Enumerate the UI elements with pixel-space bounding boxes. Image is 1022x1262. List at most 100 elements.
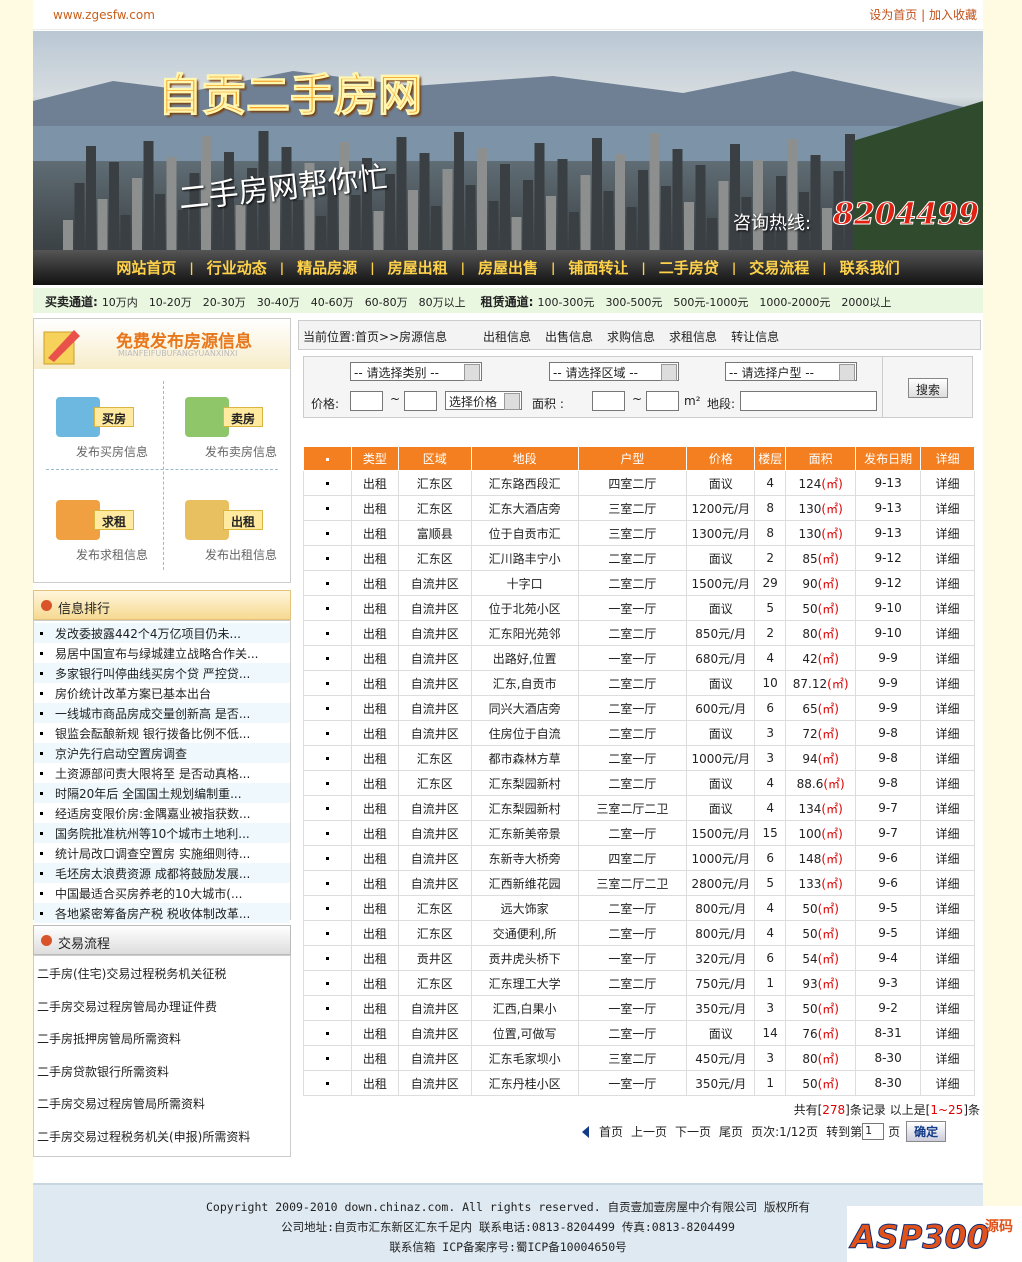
location-link[interactable]: 出售信息 [545, 330, 594, 344]
area-max[interactable] [646, 391, 679, 411]
ranking-item[interactable]: 京沪先行启动空置房调查 [34, 743, 290, 763]
nav-link[interactable]: 网站首页 [116, 259, 177, 277]
nav-link[interactable]: 二手房贷 [658, 259, 719, 277]
detail-link[interactable]: 详细 [920, 670, 975, 696]
location-link[interactable]: 出租信息 [483, 330, 532, 344]
listing-row[interactable]: 出租 汇东区 汇东路西段汇 四室二厅 面议 4 124(㎡) 9-13 详细 [303, 470, 975, 496]
publish-item[interactable]: 卖房 发布卖房信息 [163, 369, 292, 472]
detail-link[interactable]: 详细 [920, 1070, 975, 1096]
ranking-item[interactable]: 中国最适合买房养老的10大城市(... [34, 883, 290, 903]
ranking-item[interactable]: 毛坯房太浪费资源 成都将鼓励发展... [34, 863, 290, 883]
nav-link[interactable]: 联系我们 [839, 259, 900, 277]
detail-link[interactable]: 详细 [920, 820, 975, 846]
location-link[interactable]: 求租信息 [669, 330, 718, 344]
publish-item[interactable]: 出租 发布出租信息 [163, 472, 292, 575]
listing-row[interactable]: 出租 自流井区 十字口 二室二厅 1500元/月 29 90(㎡) 9-12 详细 [303, 570, 975, 596]
section-input[interactable] [740, 391, 877, 411]
ranking-item[interactable]: 易居中国宣布与绿城建立战略合作关... [34, 643, 290, 663]
ranking-item[interactable]: 经适房变限价房:金隅嘉业被指获数... [34, 803, 290, 823]
process-item[interactable]: 二手房交易过程税务机关(申报)所需资料 [37, 1129, 251, 1144]
listing-row[interactable]: 出租 自流井区 汇东梨园新村 三室二厅二卫 面议 4 134(㎡) 9-7 详细 [303, 795, 975, 821]
ranking-item[interactable]: 时隔20年后 全国国土规划编制重... [34, 783, 290, 803]
listing-row[interactable]: 出租 自流井区 位于北苑小区 一室一厅 面议 5 50(㎡) 9-10 详细 [303, 595, 975, 621]
detail-link[interactable]: 详细 [920, 945, 975, 971]
publish-link[interactable]: 发布卖房信息 [205, 445, 278, 459]
listing-row[interactable]: 出租 自流井区 东新寺大桥旁 四室二厅 1000元/月 6 148(㎡) 9-6 详细 [303, 845, 975, 871]
search-button[interactable]: 搜索 [908, 378, 948, 398]
listing-row[interactable]: 出租 汇东区 汇东理工大学 二室二厅 750元/月 1 93(㎡) 9-3 详细 [303, 970, 975, 996]
detail-link[interactable]: 详细 [920, 720, 975, 746]
detail-link[interactable]: 详细 [920, 970, 975, 996]
price-max[interactable] [404, 391, 437, 411]
listing-row[interactable]: 出租 自流井区 汇东丹桂小区 一室一厅 350元/月 1 50(㎡) 8-30 详细 [303, 1070, 975, 1096]
detail-link[interactable]: 详细 [920, 995, 975, 1021]
detail-link[interactable]: 详细 [920, 695, 975, 721]
listing-row[interactable]: 出租 汇东区 汇东大酒店旁 三室二厅 1200元/月 8 130(㎡) 9-13 详细 [303, 495, 975, 521]
listing-row[interactable]: 出租 汇东区 汇东梨园新村 二室二厅 面议 4 88.6(㎡) 9-8 详细 [303, 770, 975, 796]
detail-link[interactable]: 详细 [920, 520, 975, 546]
listing-row[interactable]: 出租 自流井区 同兴大酒店旁 二室一厅 600元/月 6 65(㎡) 9-9 详细 [303, 695, 975, 721]
price-link[interactable]: 80万以上 [418, 296, 466, 309]
ranking-item[interactable]: 一线城市商品房成交量创新高 是否... [34, 703, 290, 723]
price-link[interactable]: 20-30万 [202, 296, 246, 309]
detail-link[interactable]: 详细 [920, 845, 975, 871]
listing-row[interactable]: 出租 贡井区 贡井虎头桥下 一室一厅 320元/月 6 54(㎡) 9-4 详细 [303, 945, 975, 971]
detail-link[interactable]: 详细 [920, 920, 975, 946]
detail-link[interactable]: 详细 [920, 795, 975, 821]
process-item[interactable]: 二手房(住宅)交易过程税务机关征税 [37, 967, 227, 981]
price-select[interactable]: 选择价格 [445, 391, 522, 410]
publish-link[interactable]: 发布求租信息 [76, 548, 149, 562]
ranking-item[interactable]: 房价统计改革方案已基本出台 [34, 683, 290, 703]
publish-item[interactable]: 买房 发布买房信息 [34, 369, 163, 472]
process-item[interactable]: 二手房贷款银行所需资料 [37, 1064, 170, 1079]
listing-row[interactable]: 出租 自流井区 汇西,白果小 一室一厅 350元/月 3 50(㎡) 9-2 详细 [303, 995, 975, 1021]
ranking-item[interactable]: 各地紧密筹备房产税 税收体制改革... [34, 903, 290, 923]
listing-row[interactable]: 出租 自流井区 汇东,自贡市 二室二厅 面议 10 87.12(㎡) 9-9 详细 [303, 670, 975, 696]
pager-link[interactable]: 下一页 [675, 1125, 712, 1139]
category-select[interactable]: -- 请选择类别 -- [350, 362, 482, 381]
listing-row[interactable]: 出租 汇东区 交通便利,所 二室一厅 800元/月 4 50(㎡) 9-5 详细 [303, 920, 975, 946]
rent-link[interactable]: 2000以上 [841, 296, 892, 309]
listing-row[interactable]: 出租 汇东区 远大饰家 二室一厅 800元/月 4 50(㎡) 9-5 详细 [303, 895, 975, 921]
detail-link[interactable]: 详细 [920, 870, 975, 896]
detail-link[interactable]: 详细 [920, 595, 975, 621]
price-link[interactable]: 40-60万 [310, 296, 354, 309]
listing-row[interactable]: 出租 富顺县 位于自贡市汇 三室二厅 1300元/月 8 130(㎡) 9-13 详细 [303, 520, 975, 546]
pager-link[interactable]: 首页 [599, 1125, 624, 1139]
publish-link[interactable]: 发布出租信息 [205, 548, 278, 562]
goto-input[interactable]: 1 [862, 1123, 885, 1140]
process-item[interactable]: 二手房交易过程房管局办理证件费 [37, 999, 218, 1014]
area-min[interactable] [592, 391, 625, 411]
location-link[interactable]: 转让信息 [731, 330, 780, 344]
ranking-item[interactable]: 国务院批准杭州等10个城市土地利... [34, 823, 290, 843]
nav-link[interactable]: 行业动态 [206, 259, 267, 277]
pager-link[interactable]: 上一页 [631, 1125, 668, 1139]
price-min[interactable] [350, 391, 383, 411]
listing-row[interactable]: 出租 自流井区 汇东毛家坝小 三室二厅 450元/月 3 80(㎡) 8-30 详细 [303, 1045, 975, 1071]
detail-link[interactable]: 详细 [920, 470, 975, 496]
rent-link[interactable]: 1000-2000元 [759, 296, 831, 309]
detail-link[interactable]: 详细 [920, 1045, 975, 1071]
ranking-item[interactable]: 银监会酝酿新规 银行拨备比例不低... [34, 723, 290, 743]
detail-link[interactable]: 详细 [920, 745, 975, 771]
price-link[interactable]: 10-20万 [148, 296, 192, 309]
detail-link[interactable]: 详细 [920, 895, 975, 921]
price-link[interactable]: 30-40万 [256, 296, 300, 309]
nav-link[interactable]: 铺面转让 [568, 259, 629, 277]
publish-link[interactable]: 发布买房信息 [76, 445, 149, 459]
listing-row[interactable]: 出租 自流井区 位置,可做写 二室一厅 面议 14 76(㎡) 8-31 详细 [303, 1020, 975, 1046]
location-link[interactable]: 求购信息 [607, 330, 656, 344]
detail-link[interactable]: 详细 [920, 495, 975, 521]
rent-link[interactable]: 500元-1000元 [673, 296, 749, 309]
detail-link[interactable]: 详细 [920, 770, 975, 796]
nav-link[interactable]: 房屋出租 [387, 259, 448, 277]
price-link[interactable]: 60-80万 [364, 296, 408, 309]
ranking-item[interactable]: 土资源部问责大限将至 是否动真格... [34, 763, 290, 783]
listing-row[interactable]: 出租 自流井区 出路好,位置 一室一厅 680元/月 4 42(㎡) 9-9 详细 [303, 645, 975, 671]
ranking-item[interactable]: 统计局改口调查空置房 实施细则待... [34, 843, 290, 863]
detail-link[interactable]: 详细 [920, 1020, 975, 1046]
listing-row[interactable]: 出租 自流井区 住房位于自流 二室二厅 面议 3 72(㎡) 9-8 详细 [303, 720, 975, 746]
layout-select[interactable]: -- 请选择户型 -- [725, 362, 857, 381]
set-home[interactable]: 设为首页 [869, 8, 918, 22]
ranking-item[interactable]: 多家银行叫停曲线买房个贷 严控贷... [34, 663, 290, 683]
